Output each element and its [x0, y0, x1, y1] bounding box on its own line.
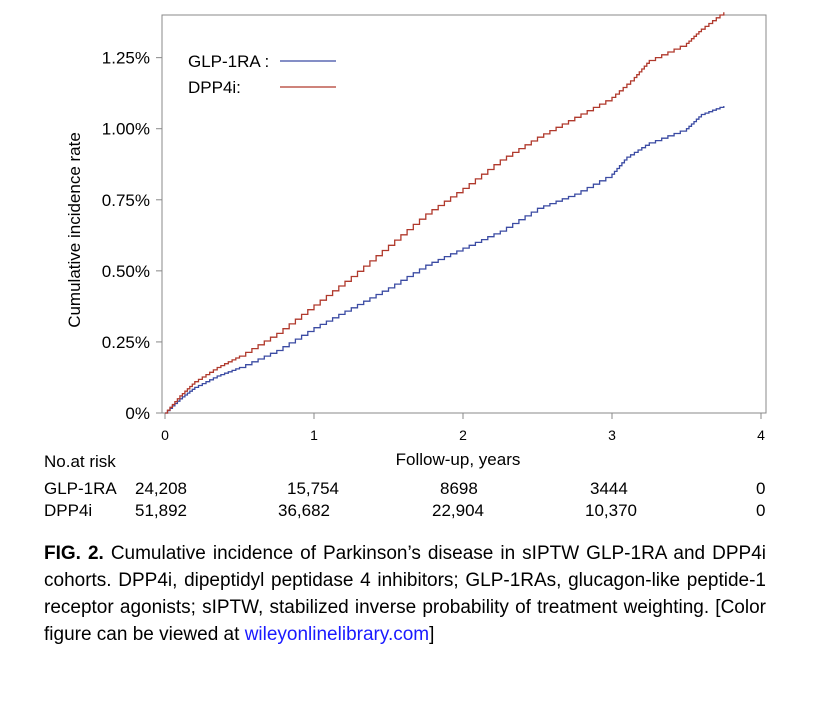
- series-lines: [165, 12, 725, 414]
- risk-row-glp1ra: GLP-1RA 24,208 15,754 8698 3444 0: [0, 479, 818, 501]
- risk-cell: 36,682: [278, 501, 330, 520]
- y-tick-label: 0.25%: [102, 333, 150, 352]
- x-axis-label: Follow-up, years: [396, 450, 521, 469]
- risk-cell: 10,370: [585, 501, 637, 520]
- y-tick-label: 1.25%: [102, 49, 150, 68]
- caption-label: FIG. 2.: [44, 543, 104, 564]
- y-tick-label: 1.00%: [102, 120, 150, 139]
- risk-row-dpp4i: DPP4i 51,892 36,682 22,904 10,370 0: [0, 501, 818, 523]
- legend-label-dpp4i: DPP4i:: [188, 78, 241, 97]
- caption-link[interactable]: wileyonlinelibrary.com: [244, 624, 430, 645]
- x-axis: 0 1 2 3 4: [161, 413, 765, 443]
- plot-frame: [161, 14, 767, 414]
- risk-cell: 0: [756, 501, 766, 520]
- series-line-glp-1ra: [165, 106, 725, 414]
- x-tick-label: 1: [310, 427, 318, 443]
- caption-text: Cumulative incidence of Parkinson’s dise…: [44, 543, 766, 645]
- x-tick-label: 3: [608, 427, 616, 443]
- y-axis: 0% 0.25% 0.50% 0.75% 1.00% 1.25%: [102, 49, 162, 423]
- cumulative-incidence-chart: 0% 0.25% 0.50% 0.75% 1.00% 1.25% 0 1 2 3 4 Cumula…: [65, 12, 767, 469]
- risk-cell: 3444: [590, 479, 628, 498]
- y-axis-label: Cumulative incidence rate: [65, 132, 84, 328]
- caption-tail: ]: [429, 624, 435, 645]
- series-line-dpp4i: [165, 12, 725, 414]
- y-tick-label: 0.75%: [102, 191, 150, 210]
- x-tick-label: 4: [757, 427, 765, 443]
- risk-row-label: DPP4i: [44, 501, 93, 520]
- risk-cell: 51,892: [135, 501, 187, 520]
- risk-cell: 0: [756, 479, 766, 498]
- y-tick-label: 0%: [125, 404, 150, 423]
- risk-cell: 15,754: [287, 479, 339, 498]
- risk-row-label: GLP-1RA: [44, 479, 117, 498]
- y-tick-label: 0.50%: [102, 262, 150, 281]
- risk-cell: 24,208: [135, 479, 187, 498]
- figure-caption: FIG. 2. Cumulative incidence of Parkinso…: [44, 540, 766, 648]
- risk-cell: 8698: [440, 479, 478, 498]
- legend-label-glp1ra: GLP-1RA :: [188, 52, 269, 71]
- legend: GLP-1RA : DPP4i:: [188, 52, 336, 97]
- x-tick-label: 0: [161, 427, 169, 443]
- risk-cell: 22,904: [432, 501, 484, 520]
- risk-table-header: No.at risk: [44, 452, 116, 471]
- x-tick-label: 2: [459, 427, 467, 443]
